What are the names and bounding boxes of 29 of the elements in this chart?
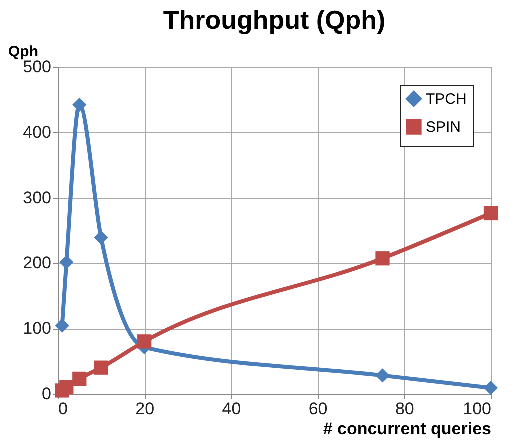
point [94, 360, 108, 375]
legend-label: TPCH [426, 91, 467, 108]
y-tick-label: 500 [23, 58, 52, 76]
point [376, 368, 390, 383]
point [60, 255, 74, 270]
x-tick-label: 100 [463, 400, 492, 418]
point [72, 98, 87, 112]
point [138, 334, 152, 349]
x-tick-label: 40 [222, 400, 242, 418]
y-tick-label: 100 [23, 319, 52, 338]
x-tick-label: 60 [308, 400, 328, 418]
y-tick-label: 400 [23, 122, 52, 142]
point [55, 318, 70, 334]
y-tick-label: 200 [23, 254, 52, 273]
legend-label: SPIN [426, 119, 462, 136]
point [376, 252, 390, 266]
point [60, 380, 74, 395]
y-axis-title: Qph [8, 44, 38, 60]
chart-title: Throughput (Qph) [163, 5, 386, 35]
point [484, 381, 498, 396]
x-tick-label: 20 [136, 400, 155, 418]
point [484, 206, 498, 221]
x-tick-label: 80 [395, 400, 414, 418]
point [94, 230, 108, 245]
y-tick-label: 300 [23, 188, 52, 208]
y-tick-label: 0 [42, 384, 52, 404]
x-axis-title: # concurrent queries [323, 420, 492, 438]
point [72, 372, 87, 386]
x-tick-label: 0 [58, 400, 68, 418]
